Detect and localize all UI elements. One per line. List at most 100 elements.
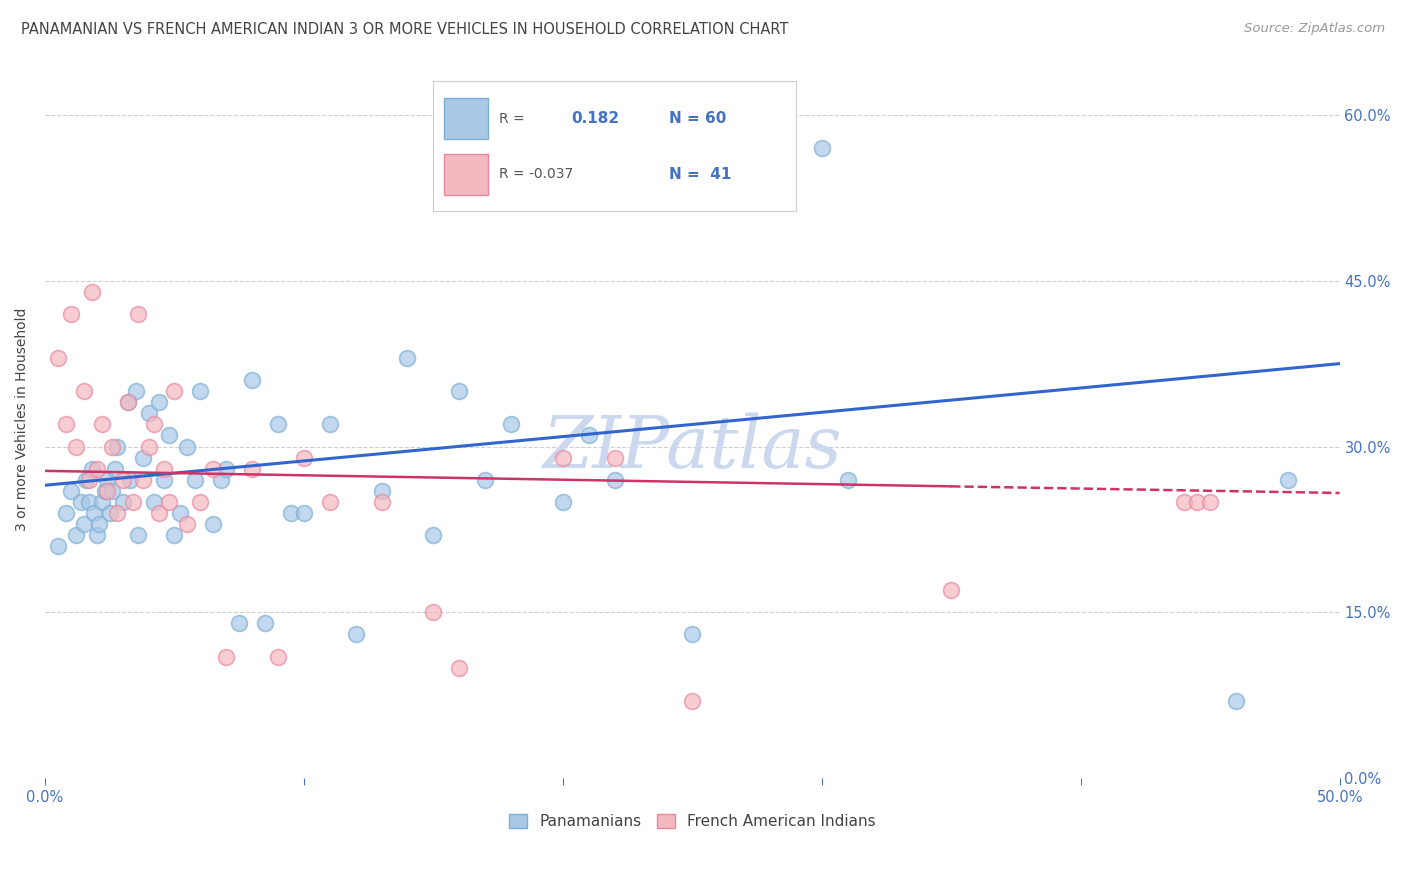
Point	[578, 428, 600, 442]
Point	[267, 417, 290, 432]
Point	[163, 384, 186, 399]
Point	[142, 417, 165, 432]
Point	[370, 483, 392, 498]
Point	[104, 461, 127, 475]
Text: ZIPatlas: ZIPatlas	[543, 412, 842, 483]
Point	[142, 495, 165, 509]
Point	[1173, 495, 1195, 509]
Point	[117, 395, 139, 409]
Point	[319, 417, 342, 432]
Point	[474, 473, 496, 487]
Point	[681, 694, 703, 708]
Point	[396, 351, 419, 365]
Point	[127, 528, 149, 542]
Point	[681, 627, 703, 641]
Point	[132, 450, 155, 465]
Point	[86, 528, 108, 542]
Point	[267, 649, 290, 664]
Point	[176, 516, 198, 531]
Point	[240, 461, 263, 475]
Text: Source: ZipAtlas.com: Source: ZipAtlas.com	[1244, 22, 1385, 36]
Point	[1187, 495, 1209, 509]
Point	[80, 285, 103, 299]
Point	[91, 417, 114, 432]
Point	[319, 495, 342, 509]
Point	[70, 495, 93, 509]
Point	[111, 495, 134, 509]
Point	[499, 417, 522, 432]
Point	[111, 473, 134, 487]
Point	[215, 649, 238, 664]
Point	[127, 307, 149, 321]
Point	[1225, 694, 1247, 708]
Point	[292, 506, 315, 520]
Point	[124, 384, 146, 399]
Point	[1277, 473, 1299, 487]
Point	[215, 461, 238, 475]
Point	[89, 516, 111, 531]
Point	[46, 539, 69, 553]
Point	[280, 506, 302, 520]
Point	[810, 141, 832, 155]
Point	[120, 473, 142, 487]
Point	[117, 395, 139, 409]
Point	[228, 616, 250, 631]
Point	[148, 395, 170, 409]
Point	[93, 483, 115, 498]
Point	[422, 528, 444, 542]
Point	[101, 440, 124, 454]
Point	[188, 384, 211, 399]
Point	[169, 506, 191, 520]
Point	[603, 473, 626, 487]
Point	[163, 528, 186, 542]
Point	[157, 428, 180, 442]
Point	[551, 450, 574, 465]
Point	[83, 506, 105, 520]
Point	[73, 516, 96, 531]
Point	[184, 473, 207, 487]
Point	[91, 495, 114, 509]
Point	[449, 384, 471, 399]
Point	[157, 495, 180, 509]
Point	[941, 583, 963, 598]
Point	[837, 473, 859, 487]
Point	[254, 616, 277, 631]
Y-axis label: 3 or more Vehicles in Household: 3 or more Vehicles in Household	[15, 307, 30, 531]
Point	[148, 506, 170, 520]
Point	[86, 461, 108, 475]
Point	[449, 661, 471, 675]
Point	[202, 516, 225, 531]
Point	[96, 473, 118, 487]
Point	[107, 440, 129, 454]
Point	[292, 450, 315, 465]
Point	[1199, 495, 1222, 509]
Point	[153, 473, 176, 487]
Point	[153, 461, 176, 475]
Point	[138, 406, 160, 420]
Point	[55, 506, 77, 520]
Point	[75, 473, 97, 487]
Point	[107, 506, 129, 520]
Point	[138, 440, 160, 454]
Point	[240, 373, 263, 387]
Point	[55, 417, 77, 432]
Point	[65, 440, 87, 454]
Legend: Panamanians, French American Indians: Panamanians, French American Indians	[502, 808, 882, 835]
Point	[122, 495, 145, 509]
Point	[370, 495, 392, 509]
Point	[603, 450, 626, 465]
Point	[98, 506, 121, 520]
Point	[188, 495, 211, 509]
Point	[176, 440, 198, 454]
Point	[80, 461, 103, 475]
Point	[422, 606, 444, 620]
Text: PANAMANIAN VS FRENCH AMERICAN INDIAN 3 OR MORE VEHICLES IN HOUSEHOLD CORRELATION: PANAMANIAN VS FRENCH AMERICAN INDIAN 3 O…	[21, 22, 789, 37]
Point	[77, 495, 100, 509]
Point	[101, 483, 124, 498]
Point	[96, 483, 118, 498]
Point	[344, 627, 367, 641]
Point	[132, 473, 155, 487]
Point	[65, 528, 87, 542]
Point	[209, 473, 232, 487]
Point	[73, 384, 96, 399]
